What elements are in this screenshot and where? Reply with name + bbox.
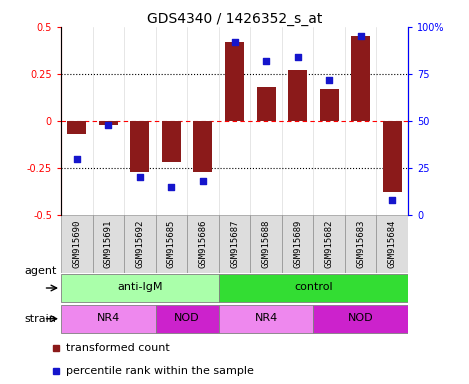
Bar <box>99 121 118 125</box>
Text: NOD: NOD <box>348 313 373 323</box>
Text: agent: agent <box>24 266 56 276</box>
Bar <box>156 305 219 333</box>
Bar <box>257 87 275 121</box>
Title: GDS4340 / 1426352_s_at: GDS4340 / 1426352_s_at <box>147 12 322 26</box>
Point <box>294 54 302 60</box>
Point <box>325 76 333 83</box>
Bar <box>162 121 181 162</box>
Point <box>231 39 238 45</box>
Bar <box>288 70 307 121</box>
Bar <box>61 215 92 273</box>
Point <box>167 184 175 190</box>
Bar <box>377 215 408 273</box>
Bar <box>92 215 124 273</box>
Point <box>73 156 81 162</box>
Point <box>388 197 396 203</box>
Bar <box>194 121 212 172</box>
Bar <box>219 305 313 333</box>
Bar <box>313 215 345 273</box>
Text: control: control <box>294 282 333 292</box>
Text: GSM915692: GSM915692 <box>136 220 144 268</box>
Bar <box>219 215 250 273</box>
Bar <box>156 215 187 273</box>
Text: NOD: NOD <box>174 313 200 323</box>
Bar <box>383 121 402 192</box>
Bar <box>320 89 339 121</box>
Point <box>357 33 364 40</box>
Text: GSM915690: GSM915690 <box>72 220 81 268</box>
Text: GSM915691: GSM915691 <box>104 220 113 268</box>
Point <box>136 174 144 180</box>
Text: strain: strain <box>24 314 56 324</box>
Bar <box>67 121 86 134</box>
Point <box>199 178 207 184</box>
Text: GSM915684: GSM915684 <box>388 220 397 268</box>
Text: GSM915686: GSM915686 <box>198 220 207 268</box>
Text: percentile rank within the sample: percentile rank within the sample <box>66 366 254 376</box>
Bar <box>225 42 244 121</box>
Bar <box>187 215 219 273</box>
Bar <box>250 215 282 273</box>
Text: NR4: NR4 <box>97 313 120 323</box>
Text: GSM915689: GSM915689 <box>293 220 302 268</box>
Text: GSM915682: GSM915682 <box>325 220 333 268</box>
Bar <box>124 215 156 273</box>
Text: GSM915685: GSM915685 <box>167 220 176 268</box>
Text: GSM915687: GSM915687 <box>230 220 239 268</box>
Bar <box>61 305 156 333</box>
Bar <box>130 121 149 172</box>
Text: transformed count: transformed count <box>66 343 169 353</box>
Bar <box>219 274 408 302</box>
Text: GSM915683: GSM915683 <box>356 220 365 268</box>
Point <box>262 58 270 64</box>
Text: anti-IgM: anti-IgM <box>117 282 163 292</box>
Bar <box>351 36 370 121</box>
Text: NR4: NR4 <box>254 313 278 323</box>
Point <box>105 122 112 128</box>
Bar <box>282 215 313 273</box>
Bar <box>345 215 377 273</box>
Bar <box>61 274 219 302</box>
Text: GSM915688: GSM915688 <box>262 220 271 268</box>
Bar <box>313 305 408 333</box>
